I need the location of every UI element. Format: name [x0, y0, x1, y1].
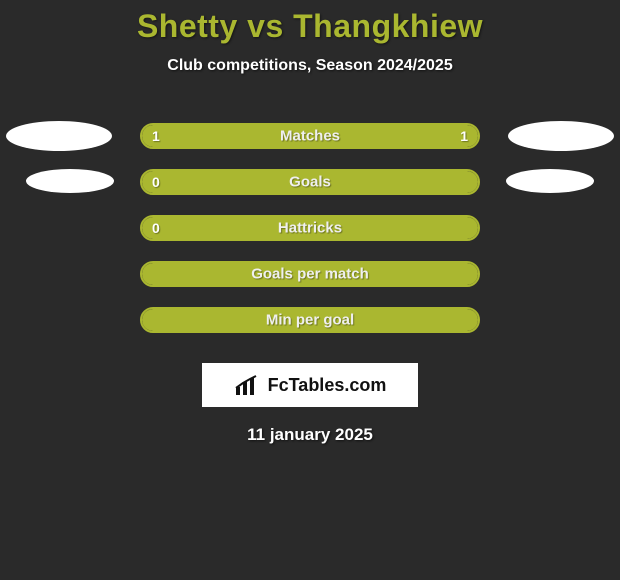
bar-chart-icon	[234, 375, 262, 395]
stat-row: 0Goals	[0, 159, 620, 205]
player-marker-left	[6, 121, 112, 151]
stat-row: Min per goal	[0, 297, 620, 343]
comparison-infographic: Shetty vs Thangkhiew Club competitions, …	[0, 0, 620, 445]
bar-fill	[142, 309, 478, 331]
stat-row: 11Matches	[0, 113, 620, 159]
bar-fill-right	[310, 125, 478, 147]
stat-value-left: 0	[152, 220, 160, 236]
stat-value-left: 1	[152, 128, 160, 144]
logo-box: FcTables.com	[202, 363, 418, 407]
stat-bar: 0Goals	[140, 169, 480, 195]
bar-fill	[142, 171, 478, 193]
player-marker-left	[26, 169, 114, 193]
stat-value-right: 1	[460, 128, 468, 144]
bar-fill-left	[142, 125, 310, 147]
date-line: 11 january 2025	[0, 425, 620, 445]
player-marker-right	[508, 121, 614, 151]
stat-bar: 0Hattricks	[140, 215, 480, 241]
stat-row: 0Hattricks	[0, 205, 620, 251]
bar-fill	[142, 217, 478, 239]
bar-fill	[142, 263, 478, 285]
page-title: Shetty vs Thangkhiew	[0, 8, 620, 45]
player-marker-right	[506, 169, 594, 193]
stat-bar: Goals per match	[140, 261, 480, 287]
stat-rows-container: 11Matches0Goals0HattricksGoals per match…	[0, 113, 620, 343]
stat-bar: Min per goal	[140, 307, 480, 333]
page-subtitle: Club competitions, Season 2024/2025	[0, 57, 620, 75]
logo-text: FcTables.com	[268, 375, 387, 396]
stat-value-left: 0	[152, 174, 160, 190]
stat-row: Goals per match	[0, 251, 620, 297]
stat-bar: 11Matches	[140, 123, 480, 149]
